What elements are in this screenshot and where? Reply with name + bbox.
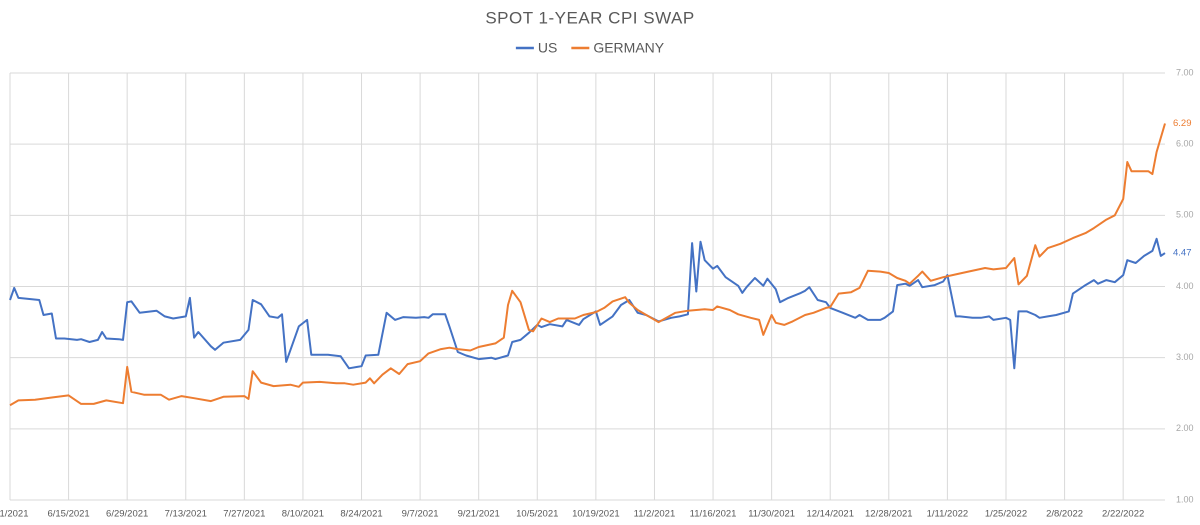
y-tick-label: 7.00	[1176, 67, 1194, 77]
line	[9, 123, 1166, 407]
x-tick-label: 9/21/2021	[458, 509, 500, 520]
x-tick-label: 7/27/2021	[223, 509, 265, 520]
x-tick-label: 6/29/2021	[106, 509, 148, 520]
x-tick-label: 10/5/2021	[516, 509, 558, 520]
x-tick-label: 12/14/2021	[806, 509, 854, 520]
x-tick-label: 10/19/2021	[572, 509, 620, 520]
line	[9, 237, 1166, 370]
x-tick-label: 1/11/2022	[927, 509, 969, 520]
x-tick-label: 8/10/2021	[282, 509, 324, 520]
y-tick-label: 5.00	[1176, 210, 1194, 220]
x-tick-label: 11/2/2021	[634, 509, 676, 520]
y-tick-label: 4.00	[1176, 281, 1194, 291]
x-tick-label: 12/28/2021	[865, 509, 913, 520]
x-tick-label: 7/13/2021	[165, 509, 207, 520]
end-label: 4.47	[1173, 248, 1192, 259]
legend: US GERMANY	[515, 40, 665, 56]
chart-title: SPOT 1-YEAR CPI SWAP	[485, 8, 694, 27]
x-tick-label: 9/7/2021	[402, 509, 439, 520]
legend-label: US	[538, 40, 557, 56]
x-tick-label: 8/24/2021	[340, 509, 382, 520]
x-tick-label: 6/15/2021	[47, 509, 89, 520]
x-tick-label: 11/30/2021	[748, 509, 795, 520]
x-tick-label: 2/8/2022	[1046, 509, 1083, 520]
y-tick-label: 1.00	[1176, 494, 1194, 504]
legend-label: GERMANY	[593, 40, 664, 56]
y-tick-label: 3.00	[1176, 352, 1194, 362]
x-tick-label: 11/16/2021	[690, 509, 737, 520]
grid	[9, 72, 1165, 501]
x-tick-label: 6/1/2021	[0, 509, 28, 520]
x-tick-label: 2/22/2022	[1102, 509, 1144, 520]
x-tick-label: 1/25/2022	[985, 509, 1027, 520]
y-tick-label: 2.00	[1176, 423, 1194, 433]
end-label: 6.29	[1173, 118, 1192, 129]
y-tick-label: 6.00	[1176, 139, 1194, 149]
